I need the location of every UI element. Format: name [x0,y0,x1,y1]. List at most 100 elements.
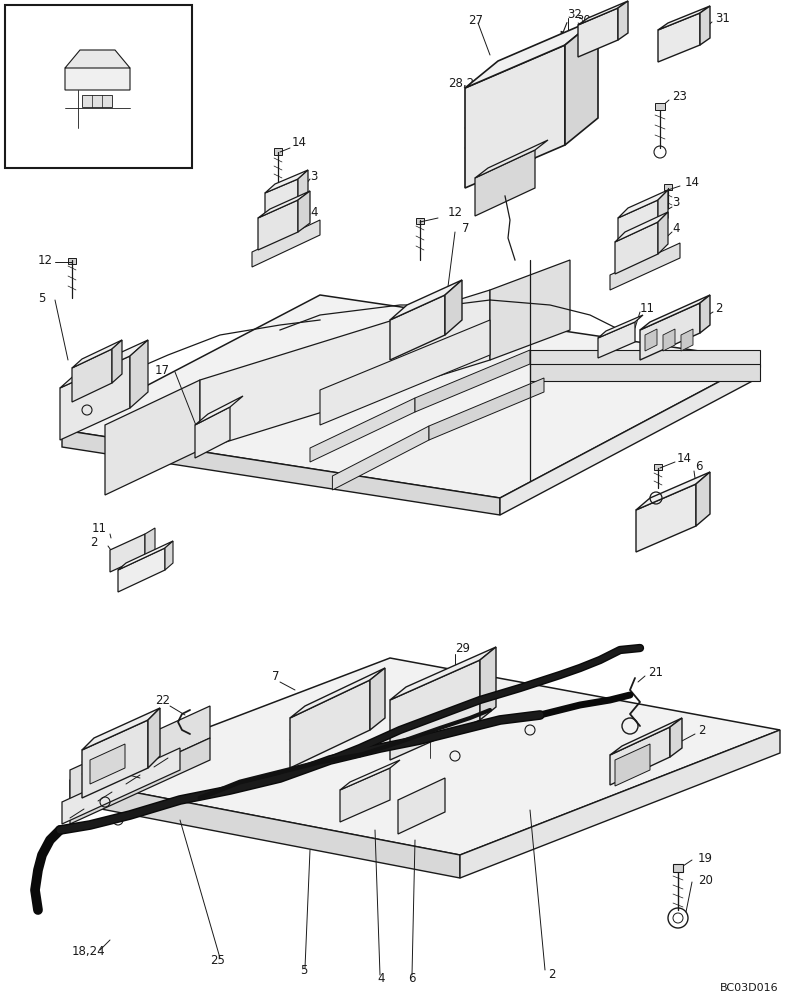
Polygon shape [70,658,779,855]
Polygon shape [264,170,307,193]
Text: 11: 11 [92,522,107,534]
Polygon shape [653,464,661,470]
Polygon shape [415,218,423,224]
Polygon shape [635,472,709,510]
Polygon shape [397,778,444,834]
Polygon shape [310,398,414,462]
Polygon shape [609,727,669,785]
Text: 18,24: 18,24 [72,946,105,958]
Text: 2: 2 [714,302,722,314]
Polygon shape [614,212,667,242]
Text: 14: 14 [292,136,307,149]
Polygon shape [5,5,191,168]
Polygon shape [65,50,130,68]
Text: 25: 25 [210,954,225,966]
Polygon shape [617,200,657,246]
Text: 3: 3 [672,196,679,210]
Polygon shape [465,18,597,88]
Text: 26: 26 [500,156,514,169]
Text: 7: 7 [461,222,469,234]
Text: 5: 5 [38,292,45,304]
Polygon shape [60,356,130,440]
Polygon shape [389,295,444,360]
Polygon shape [465,45,564,188]
Polygon shape [564,18,597,145]
Polygon shape [298,170,307,207]
Polygon shape [251,220,320,267]
Polygon shape [530,350,759,367]
Polygon shape [72,340,122,368]
Polygon shape [657,13,699,62]
Polygon shape [414,350,530,412]
Polygon shape [200,290,489,450]
Polygon shape [70,706,210,802]
Text: 4: 4 [376,972,384,984]
Polygon shape [82,95,112,107]
Polygon shape [597,322,634,358]
Polygon shape [68,258,76,264]
Text: 19: 19 [697,852,712,864]
Polygon shape [389,647,496,700]
Polygon shape [500,360,759,515]
Polygon shape [264,179,298,221]
Polygon shape [672,864,682,872]
Text: 23: 23 [672,90,686,103]
Polygon shape [62,295,759,498]
Text: 17: 17 [155,363,169,376]
Polygon shape [370,668,384,730]
Polygon shape [699,6,709,45]
Polygon shape [195,396,242,425]
Text: 12: 12 [38,253,53,266]
Text: 3: 3 [310,170,317,184]
Polygon shape [460,730,779,878]
Polygon shape [165,541,173,570]
Polygon shape [657,212,667,254]
Text: 28,29: 28,29 [448,77,481,90]
Text: 21: 21 [647,666,663,678]
Polygon shape [340,768,389,822]
Text: 14: 14 [684,176,699,188]
Polygon shape [669,718,681,757]
Text: 6: 6 [407,972,415,984]
Text: 31: 31 [714,11,729,24]
Polygon shape [479,647,496,720]
Text: 5: 5 [299,964,307,976]
Polygon shape [657,6,709,30]
Polygon shape [290,680,370,768]
Polygon shape [72,349,112,402]
Polygon shape [474,140,547,178]
Polygon shape [195,407,230,458]
Text: 4: 4 [672,222,679,234]
Text: 29: 29 [454,642,470,654]
Polygon shape [609,718,681,755]
Polygon shape [389,280,461,320]
Text: 7: 7 [272,670,279,682]
Polygon shape [105,380,200,495]
Text: 11: 11 [639,302,654,314]
Polygon shape [474,150,534,216]
Text: 4: 4 [310,206,317,219]
Text: 30: 30 [575,13,590,26]
Text: 2: 2 [90,536,97,548]
Polygon shape [258,191,310,218]
Polygon shape [82,708,160,750]
Polygon shape [290,668,384,718]
Text: 6: 6 [694,460,702,474]
Polygon shape [654,103,664,110]
Polygon shape [62,430,500,515]
Polygon shape [577,8,617,57]
Polygon shape [62,748,180,824]
Polygon shape [258,200,298,250]
Polygon shape [663,329,674,351]
Text: 2: 2 [697,724,705,736]
Polygon shape [639,303,699,360]
Polygon shape [70,780,460,878]
Text: 14: 14 [676,452,691,464]
Polygon shape [298,191,310,232]
Polygon shape [639,295,709,330]
Polygon shape [428,378,543,440]
Polygon shape [614,744,649,786]
Polygon shape [118,541,173,570]
Polygon shape [148,708,160,768]
Polygon shape [635,484,695,552]
